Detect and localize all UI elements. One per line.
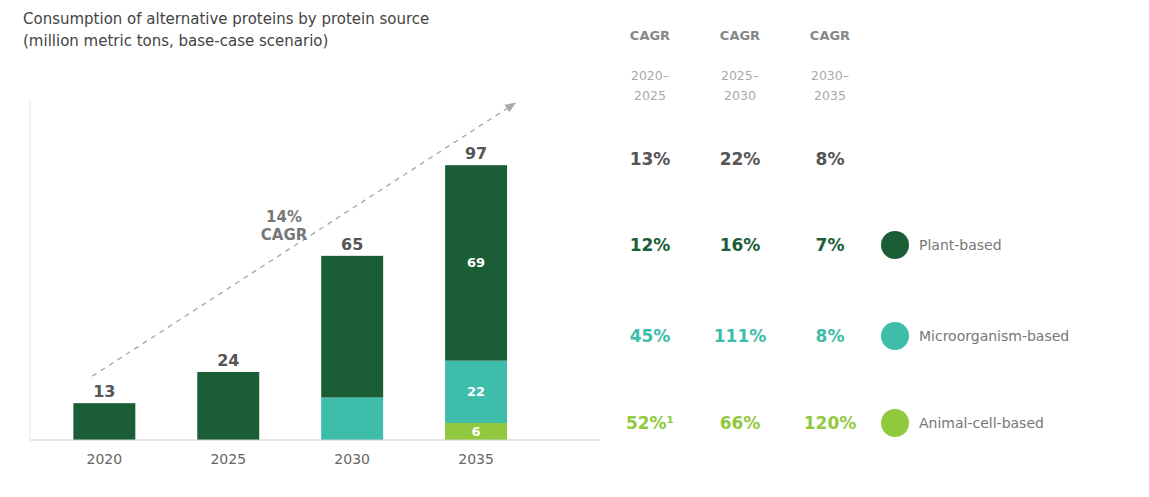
cagr-header: CAGR — [720, 28, 760, 43]
cagr-header: 2030– — [811, 68, 849, 83]
bar-segment — [197, 372, 259, 440]
cagr-value: 7% — [816, 235, 845, 255]
x-tick-label: 2025 — [210, 451, 246, 467]
cagr-value: 111% — [714, 326, 767, 346]
cagr-header: 2020– — [631, 68, 669, 83]
cagr-header: 2025 — [634, 88, 666, 103]
cagr-header: 2030 — [724, 88, 756, 103]
bar-segment — [73, 403, 135, 440]
cagr-overall: 22% — [720, 149, 761, 169]
bar-segment — [321, 398, 383, 441]
chart-svg: Consumption of alternative proteins by p… — [0, 0, 1149, 497]
cagr-value: 45% — [630, 326, 671, 346]
total-label: 97 — [465, 144, 487, 163]
legend-swatch — [881, 231, 909, 259]
cagr-header: 2035 — [814, 88, 846, 103]
cagr-header: CAGR — [630, 28, 670, 43]
data-label: 6 — [472, 424, 481, 439]
x-tick-label: 2035 — [458, 451, 494, 467]
x-tick-label: 2030 — [334, 451, 370, 467]
chart-container: Consumption of alternative proteins by p… — [0, 0, 1149, 497]
bar-segment — [321, 256, 383, 398]
annotation: 14% — [266, 208, 302, 226]
title: Consumption of alternative proteins by p… — [23, 10, 429, 28]
cagr-value: 66% — [720, 413, 761, 433]
legend-swatch — [881, 409, 909, 437]
subtitle: (million metric tons, base-case scenario… — [23, 32, 328, 50]
x-tick-label: 2020 — [87, 451, 123, 467]
trend-arrowhead — [504, 103, 516, 113]
y-axis-line — [30, 100, 31, 440]
cagr-value: 12% — [630, 235, 671, 255]
cagr-header: 2025– — [721, 68, 759, 83]
cagr-value: 8% — [816, 326, 845, 346]
total-label: 24 — [217, 351, 239, 370]
cagr-value: 52%¹ — [626, 413, 674, 433]
bar-segment — [445, 361, 507, 423]
bars — [73, 165, 507, 440]
x-axis-line — [30, 440, 600, 441]
page: {"chart_data": { "type": "bar", "stacked… — [0, 0, 1149, 497]
total-label: 65 — [341, 235, 363, 254]
legend-swatch — [881, 322, 909, 350]
legend-label: Plant-based — [919, 237, 1002, 253]
cagr-header: CAGR — [810, 28, 850, 43]
cagr-value: 120% — [804, 413, 857, 433]
trend-line — [92, 109, 506, 377]
data-label: 69 — [467, 255, 485, 270]
legend-label: Microorganism-based — [919, 328, 1069, 344]
data-label: 22 — [467, 384, 485, 399]
cagr-value: 16% — [720, 235, 761, 255]
cagr-overall: 8% — [816, 149, 845, 169]
total-label: 13 — [93, 382, 115, 401]
annotation: CAGR — [261, 226, 308, 244]
legend-label: Animal-cell-based — [919, 415, 1044, 431]
bar-segment — [445, 165, 507, 361]
cagr-overall: 13% — [630, 149, 671, 169]
bar-segment — [445, 423, 507, 440]
